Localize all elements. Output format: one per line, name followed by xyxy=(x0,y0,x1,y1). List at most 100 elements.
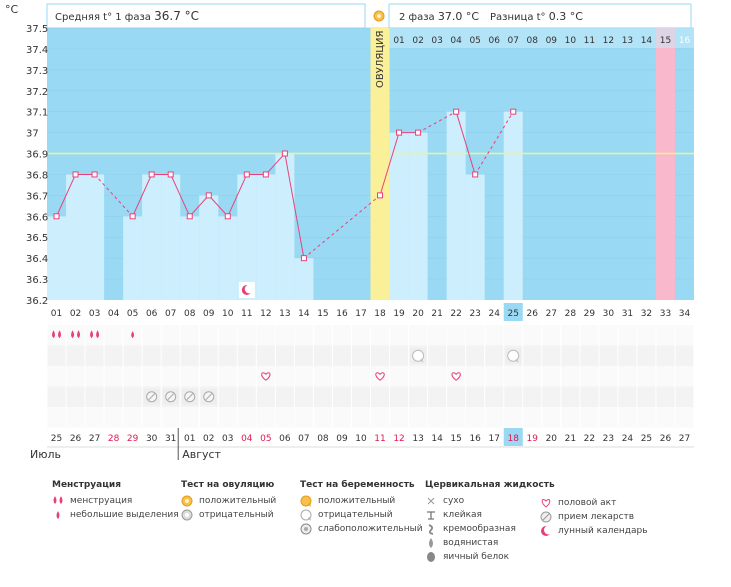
pill-icon[interactable] xyxy=(200,388,217,405)
temperature-point[interactable] xyxy=(453,108,460,115)
preg-test-negative-icon[interactable] xyxy=(410,347,427,364)
ovulation-band xyxy=(370,28,390,300)
temperature-line-segment xyxy=(284,153,305,259)
temperature-point[interactable] xyxy=(167,171,174,178)
calendar-date-label: 21 xyxy=(565,434,576,444)
cycle-day-label: 23 xyxy=(469,309,480,319)
temperature-bar xyxy=(142,174,162,300)
legend-group: Тест на беременность положительный отрицат… xyxy=(300,480,423,536)
legend-item-label: менструация xyxy=(70,496,133,506)
cycle-day-label: 15 xyxy=(317,309,328,319)
temperature-point[interactable] xyxy=(224,213,231,220)
difference-label: Разница t° 0.3 °C xyxy=(490,10,583,23)
temperature-point[interactable] xyxy=(72,171,79,178)
menstruation-icon xyxy=(52,495,64,507)
ovulation-label: ОВУЛЯЦИЯ xyxy=(375,31,386,89)
temperature-point[interactable] xyxy=(262,171,269,178)
temperature-line-segment xyxy=(303,194,381,259)
temperature-line-segment xyxy=(56,174,77,217)
pill-line xyxy=(205,393,213,401)
calendar-date-label: 02 xyxy=(203,434,214,444)
temperature-bar xyxy=(465,174,485,300)
temperature-point[interactable] xyxy=(129,213,136,220)
y-tick-label: 36.2 xyxy=(26,296,48,307)
temperature-bar xyxy=(47,216,67,300)
heart xyxy=(261,372,271,381)
cycle-day-label: 03 xyxy=(89,309,100,319)
calendar-date-label: 23 xyxy=(603,434,614,444)
legend-item-label: положительный xyxy=(199,496,277,506)
calendar-date-label: 17 xyxy=(488,434,499,444)
calendar-date-label: 26 xyxy=(70,434,82,444)
cycle-day-label: 07 xyxy=(165,309,176,319)
temperature-point[interactable] xyxy=(281,150,288,157)
spotting-icon[interactable] xyxy=(131,331,135,339)
legend-group-title: Тест на беременность xyxy=(300,480,415,490)
ov-test-negative-icon xyxy=(181,509,193,521)
temperature-point[interactable] xyxy=(148,171,155,178)
legend-group: Цервикальная жидкость сухо клейкая кремообр… xyxy=(425,480,555,564)
legend-item: отрицательный xyxy=(181,508,276,522)
pill-icon[interactable] xyxy=(143,388,160,405)
phase2-label: 2 фаза 37.0 °C xyxy=(399,10,479,23)
pill-icon[interactable] xyxy=(162,388,179,405)
heart-icon[interactable] xyxy=(451,372,461,381)
phase2-day-label: 03 xyxy=(431,36,442,46)
drop xyxy=(77,330,81,339)
drop xyxy=(90,330,94,339)
calendar-date-label: 03 xyxy=(222,434,233,444)
cycle-day-label: 08 xyxy=(184,309,196,319)
cycle-day-label: 16 xyxy=(336,309,348,319)
heart-icon[interactable] xyxy=(375,372,385,381)
cycle-day-label: 04 xyxy=(108,309,120,319)
ov-test-positive-icon xyxy=(181,495,193,507)
calendar-date-label: 15 xyxy=(450,434,461,444)
temperature-bar xyxy=(85,174,105,300)
phase2-day-label: 06 xyxy=(488,36,500,46)
temperature-point[interactable] xyxy=(377,192,384,199)
pill-icon[interactable] xyxy=(181,388,198,405)
phase2-day-label: 12 xyxy=(603,36,614,46)
calendar-date-label: 31 xyxy=(165,434,176,444)
cycle-day-label: 19 xyxy=(393,309,405,319)
y-tick-label: 37.1 xyxy=(26,108,48,119)
temperature-point[interactable] xyxy=(415,129,422,136)
temperature-line-segment xyxy=(170,174,191,217)
month-label: Август xyxy=(182,448,221,461)
calendar-date-label: 05 xyxy=(260,434,271,444)
temperature-point[interactable] xyxy=(300,255,307,262)
preg-test-negative-icon[interactable] xyxy=(505,347,522,364)
legend-item: сухо xyxy=(425,494,555,508)
temperature-point[interactable] xyxy=(91,171,98,178)
heart-icon[interactable] xyxy=(261,372,271,381)
phase2-day-label: 02 xyxy=(412,36,423,46)
moon-shadow xyxy=(244,284,254,294)
menstruation-icon[interactable] xyxy=(52,330,62,339)
temperature-point[interactable] xyxy=(186,213,193,220)
phase2-day-label: 09 xyxy=(546,36,558,46)
legend-group-title: Тест на овуляцию xyxy=(181,480,275,490)
legend-item-label: яичный белок xyxy=(443,552,510,562)
cycle-day-label: 11 xyxy=(241,309,252,319)
phase1-label: Средняя t° 1 фаза 36.7 °C xyxy=(55,9,199,23)
temperature-point[interactable] xyxy=(205,192,212,199)
cycle-day-label: 32 xyxy=(641,309,652,319)
y-tick-label: 36.3 xyxy=(26,275,48,286)
temperature-point[interactable] xyxy=(510,108,517,115)
calendar-date-label: 27 xyxy=(89,434,100,444)
temperature-point[interactable] xyxy=(53,213,60,220)
disc xyxy=(412,349,425,362)
cycle-day-label: 12 xyxy=(260,309,271,319)
temperature-point[interactable] xyxy=(243,171,250,178)
heart xyxy=(451,372,461,381)
legend-group: Менструация менструация небольшие выделени… xyxy=(52,480,179,522)
calendar-date-label: 29 xyxy=(127,434,139,444)
menstruation-icon[interactable] xyxy=(90,330,100,339)
menstruation-icon[interactable] xyxy=(71,330,81,339)
today-date-badge xyxy=(503,428,523,446)
temperature-point[interactable] xyxy=(396,129,403,136)
temperature-point[interactable] xyxy=(472,171,479,178)
phase2-day-label: 07 xyxy=(508,36,519,46)
heart-icon xyxy=(540,497,552,509)
sticky-icon xyxy=(425,509,437,521)
